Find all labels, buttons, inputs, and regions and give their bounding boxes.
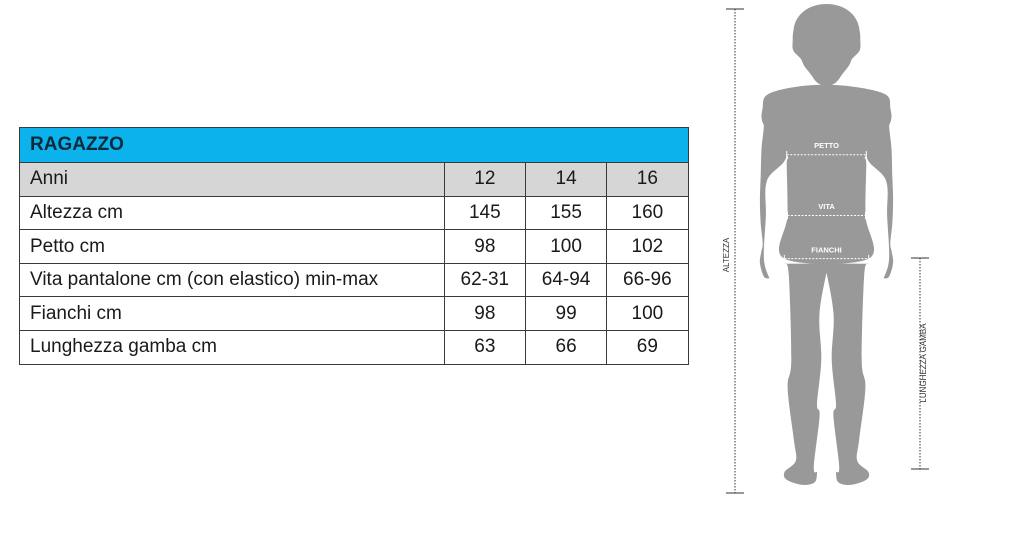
svg-text:LUNGHEZZA GAMBA: LUNGHEZZA GAMBA: [919, 323, 928, 403]
svg-text:PETTO: PETTO: [814, 141, 839, 150]
svg-text:VITA: VITA: [818, 202, 835, 211]
svg-text:FIANCHI: FIANCHI: [811, 246, 841, 255]
svg-text:ALTEZZA: ALTEZZA: [722, 237, 731, 272]
